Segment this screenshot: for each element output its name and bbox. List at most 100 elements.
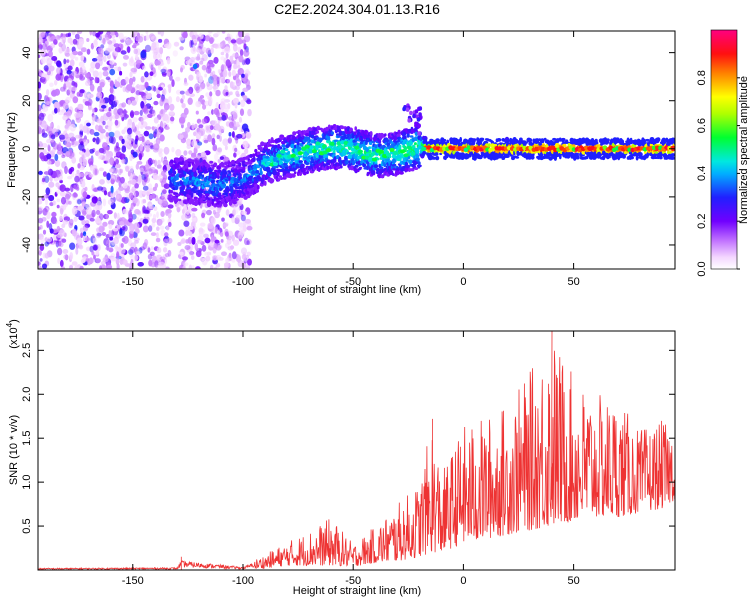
noise-mark [199, 95, 205, 99]
noise-mark [118, 168, 122, 176]
noise-mark [82, 210, 87, 216]
noise-mark [209, 240, 216, 248]
noise-mark [246, 251, 251, 257]
noise-mark [76, 237, 83, 246]
noise-mark [154, 260, 159, 268]
noise-mark [99, 179, 105, 185]
noise-mark [134, 183, 139, 189]
noise-mark [159, 225, 165, 230]
noise-mark [113, 212, 117, 219]
ridge-mark [362, 163, 367, 168]
noise-mark [210, 234, 214, 243]
noise-mark [98, 47, 104, 55]
noise-mark [221, 251, 227, 256]
noise-mark [102, 221, 108, 227]
noise-mark [195, 131, 202, 140]
noise-mark [89, 83, 95, 92]
noise-mark [134, 124, 140, 132]
noise-mark [91, 121, 95, 125]
noise-mark [147, 188, 155, 194]
noise-mark [138, 91, 145, 96]
noise-mark [233, 206, 239, 215]
noise-mark [233, 239, 240, 246]
noise-mark [121, 145, 127, 153]
noise-mark [132, 76, 136, 82]
noise-mark [108, 219, 115, 226]
noise-mark [41, 217, 47, 222]
noise-mark [106, 172, 111, 181]
noise-mark [106, 239, 111, 247]
noise-mark [213, 108, 219, 115]
noise-mark [240, 99, 246, 108]
noise-mark [128, 96, 136, 101]
noise-mark [162, 89, 165, 96]
noise-mark [162, 247, 168, 253]
noise-mark [210, 47, 214, 54]
noise-mark [231, 259, 236, 263]
noise-mark [168, 96, 173, 105]
noise-mark [113, 43, 120, 48]
noise-mark [97, 152, 103, 160]
noise-mark [241, 210, 248, 215]
noise-mark [95, 210, 101, 215]
ridge-mark [398, 144, 402, 149]
noise-mark [122, 219, 129, 226]
noise-mark [244, 148, 249, 155]
noise-mark [91, 251, 95, 256]
noise-mark [142, 65, 146, 71]
noise-mark [67, 175, 73, 180]
noise-mark [38, 54, 41, 58]
noise-mark [54, 107, 58, 114]
noise-mark [52, 200, 56, 206]
noise-mark [38, 127, 43, 135]
noise-mark [211, 133, 216, 139]
noise-mark [56, 198, 61, 203]
ridge-mark [211, 166, 215, 170]
noise-mark [222, 69, 228, 78]
noise-mark [156, 254, 162, 261]
noise-mark [204, 35, 211, 42]
noise-mark [135, 59, 142, 65]
noise-mark [154, 128, 158, 135]
ridge-mark [175, 177, 179, 181]
noise-mark [110, 185, 114, 194]
noise-mark [235, 73, 240, 78]
noise-mark [167, 212, 172, 219]
noise-mark [242, 140, 249, 149]
noise-mark [224, 231, 229, 237]
noise-mark [95, 62, 101, 70]
noise-mark [38, 206, 44, 211]
noise-mark [62, 115, 68, 121]
noise-mark [223, 223, 229, 227]
noise-mark [106, 150, 110, 157]
noise-mark [59, 179, 63, 184]
noise-mark [169, 103, 175, 111]
noise-mark [206, 209, 212, 216]
noise-mark [108, 136, 114, 144]
noise-mark [116, 174, 120, 181]
noise-mark [164, 232, 169, 237]
noise-mark [91, 114, 97, 122]
noise-mark [238, 222, 245, 228]
noise-mark [122, 208, 128, 215]
noise-mark [97, 125, 103, 132]
noise-mark [158, 38, 163, 43]
noise-mark [95, 124, 99, 131]
noise-mark [98, 71, 103, 79]
noise-mark [162, 189, 167, 195]
noise-mark [120, 50, 127, 55]
noise-mark [127, 46, 131, 54]
noise-mark [50, 216, 57, 225]
noise-mark [140, 76, 145, 83]
ridge-mark [330, 131, 334, 135]
noise-mark [158, 261, 165, 266]
noise-mark [110, 31, 115, 36]
noise-mark [57, 257, 60, 264]
noise-mark [75, 134, 81, 139]
noise-mark [145, 94, 152, 100]
noise-mark [133, 110, 140, 116]
noise-mark [197, 36, 202, 41]
noise-mark [212, 78, 218, 87]
noise-mark [228, 121, 234, 129]
